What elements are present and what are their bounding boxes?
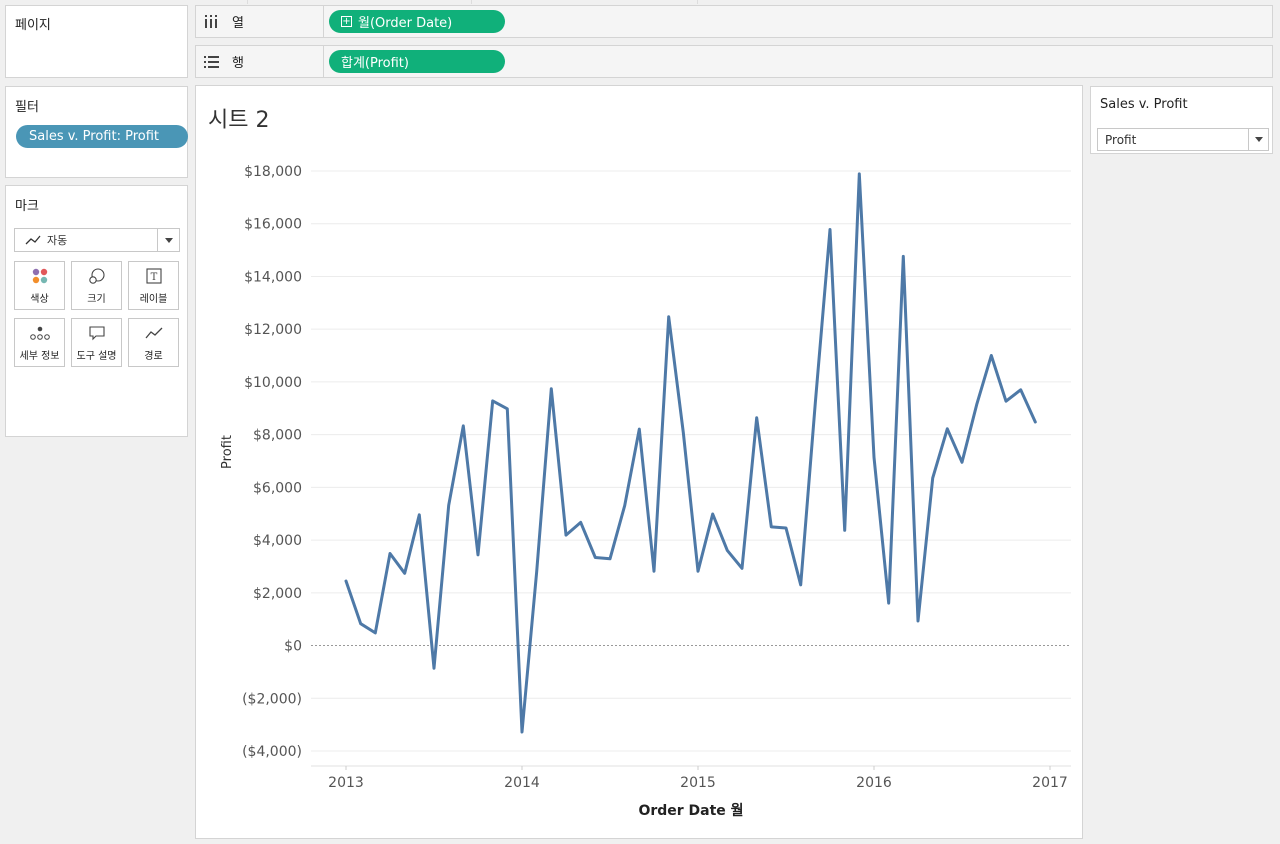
pages-panel-title: 페이지 (15, 18, 51, 33)
parameter-value: Profit (1105, 132, 1137, 147)
size-button-label: 크기 (87, 294, 106, 305)
mark-type-dropdown[interactable]: 자동 (14, 228, 180, 252)
mark-type-label: 자동 (47, 234, 68, 247)
rows-shelf[interactable]: 행 합계(Profit) (195, 45, 1273, 78)
y-tick-label: $16,000 (244, 217, 302, 233)
y-tick-label: $2,000 (253, 586, 302, 602)
y-tick-label: $12,000 (244, 322, 302, 338)
y-tick-label: $0 (284, 639, 302, 655)
parameter-card[interactable]: Sales v. Profit Profit (1090, 86, 1273, 154)
order-date-month-pill[interactable]: + 월(Order Date) (329, 10, 505, 33)
label-button-label: 레이블 (139, 294, 168, 305)
profit-series-line (344, 172, 1037, 734)
line-mark-icon (25, 235, 41, 245)
detail-button[interactable]: 세부 정보 (14, 318, 65, 367)
color-icon (32, 266, 48, 286)
expand-icon[interactable]: + (341, 16, 352, 27)
y-tick-label: $4,000 (253, 533, 302, 549)
color-button[interactable]: 색상 (14, 261, 65, 310)
x-axis-title: Order Date 월 (638, 802, 743, 819)
y-tick-label: $6,000 (253, 480, 302, 496)
top-divider (247, 0, 248, 4)
y-tick-label: ($2,000) (242, 691, 302, 707)
detail-icon (29, 323, 50, 343)
x-tick-label: 2014 (504, 775, 540, 791)
order-date-pill-label: 월(Order Date) (358, 16, 453, 31)
columns-label-text: 열 (232, 16, 244, 31)
y-tick-label: $14,000 (244, 269, 302, 285)
size-icon (88, 266, 106, 286)
filters-panel[interactable]: 필터 Sales v. Profit: Profit (5, 86, 188, 178)
filter-pill-label: Sales v. Profit: Profit (29, 129, 160, 144)
y-tick-label: ($4,000) (242, 744, 302, 760)
tooltip-button[interactable]: 도구 설명 (71, 318, 122, 367)
profit-line-chart[interactable]: $18,000 $16,000 $14,000 $12,000 $10,000 $8,00… (196, 86, 1082, 838)
path-button-label: 경로 (144, 351, 163, 362)
sum-profit-pill[interactable]: 합계(Profit) (329, 50, 505, 73)
rows-shelf-label: 행 (196, 46, 324, 77)
columns-shelf[interactable]: 열 + 월(Order Date) (195, 5, 1273, 38)
detail-button-label: 세부 정보 (19, 351, 60, 362)
sheet-title: 시트 2 (208, 108, 270, 133)
svg-text:T: T (150, 272, 157, 283)
top-divider (471, 0, 472, 4)
worksheet-view[interactable]: 시트 2 $18,000 $16,000 $14,000 $12,000 $10,000… (195, 85, 1083, 839)
x-tick-label: 2016 (856, 775, 892, 791)
sales-v-profit-filter-pill[interactable]: Sales v. Profit: Profit (16, 125, 188, 148)
parameter-dropdown[interactable]: Profit (1097, 128, 1269, 151)
columns-shelf-label: 열 (196, 6, 324, 37)
x-tick-label: 2013 (328, 775, 364, 791)
x-tick-label: 2017 (1032, 775, 1068, 791)
sum-profit-pill-label: 합계(Profit) (341, 56, 409, 71)
size-button[interactable]: 크기 (71, 261, 122, 310)
marks-panel[interactable]: 마크 자동 색상 크기 T 레이블 세부 정보 도구 설명 (5, 185, 188, 437)
dropdown-arrow-icon[interactable] (157, 229, 179, 251)
path-icon (145, 323, 163, 343)
tooltip-icon (88, 323, 106, 343)
columns-icon (204, 15, 222, 28)
filters-panel-title: 필터 (15, 100, 39, 115)
y-tick-label: $8,000 (253, 428, 302, 444)
y-axis-title: Profit (220, 435, 235, 469)
label-button[interactable]: T 레이블 (128, 261, 179, 310)
color-button-label: 색상 (30, 294, 49, 305)
x-tick-label: 2015 (680, 775, 716, 791)
dropdown-arrow-icon[interactable] (1248, 129, 1268, 150)
rows-icon (204, 55, 222, 68)
tooltip-button-label: 도구 설명 (76, 351, 117, 362)
rows-label-text: 행 (232, 56, 244, 71)
pages-panel[interactable]: 페이지 (5, 5, 188, 78)
y-tick-label: $18,000 (244, 164, 302, 180)
top-divider (697, 0, 698, 4)
marks-panel-title: 마크 (15, 199, 39, 214)
parameter-title: Sales v. Profit (1100, 97, 1188, 112)
path-button[interactable]: 경로 (128, 318, 179, 367)
label-icon: T (145, 266, 162, 286)
y-tick-label: $10,000 (244, 375, 302, 391)
